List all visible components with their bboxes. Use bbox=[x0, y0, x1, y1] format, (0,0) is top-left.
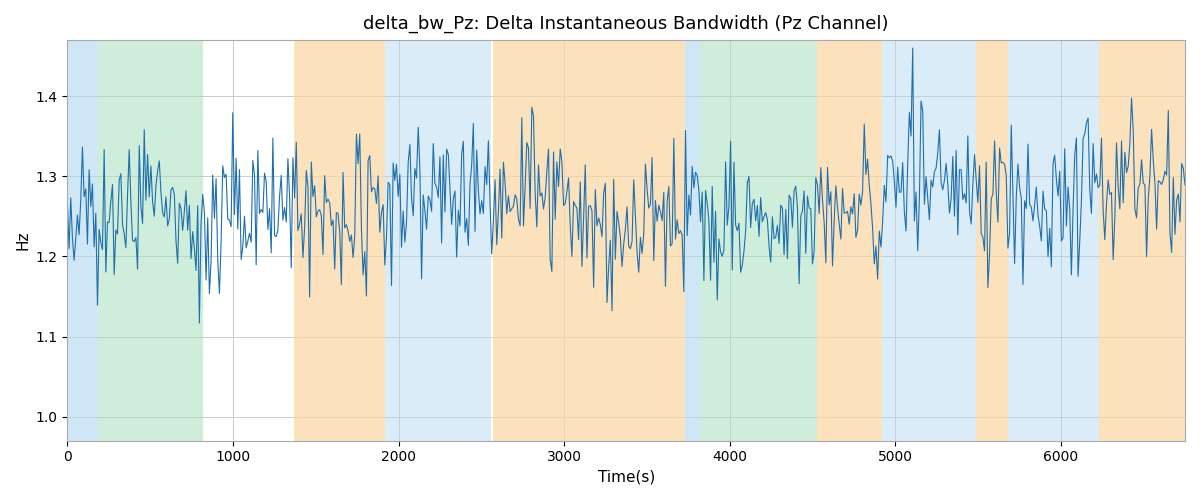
Bar bbox=[700, 40, 712, 440]
Y-axis label: Hz: Hz bbox=[16, 230, 30, 250]
Bar bbox=[294, 40, 385, 440]
Bar bbox=[977, 40, 1008, 440]
Bar bbox=[98, 40, 203, 440]
X-axis label: Time(s): Time(s) bbox=[598, 470, 655, 485]
Bar bbox=[817, 40, 882, 440]
Bar bbox=[385, 40, 491, 440]
Title: delta_bw_Pz: Delta Instantaneous Bandwidth (Pz Channel): delta_bw_Pz: Delta Instantaneous Bandwid… bbox=[364, 15, 889, 34]
Bar bbox=[67, 40, 98, 440]
Bar bbox=[493, 40, 685, 440]
Bar bbox=[882, 40, 977, 440]
Bar bbox=[685, 40, 700, 440]
Bar bbox=[712, 40, 817, 440]
Bar bbox=[1008, 40, 1099, 440]
Bar bbox=[1099, 40, 1186, 440]
